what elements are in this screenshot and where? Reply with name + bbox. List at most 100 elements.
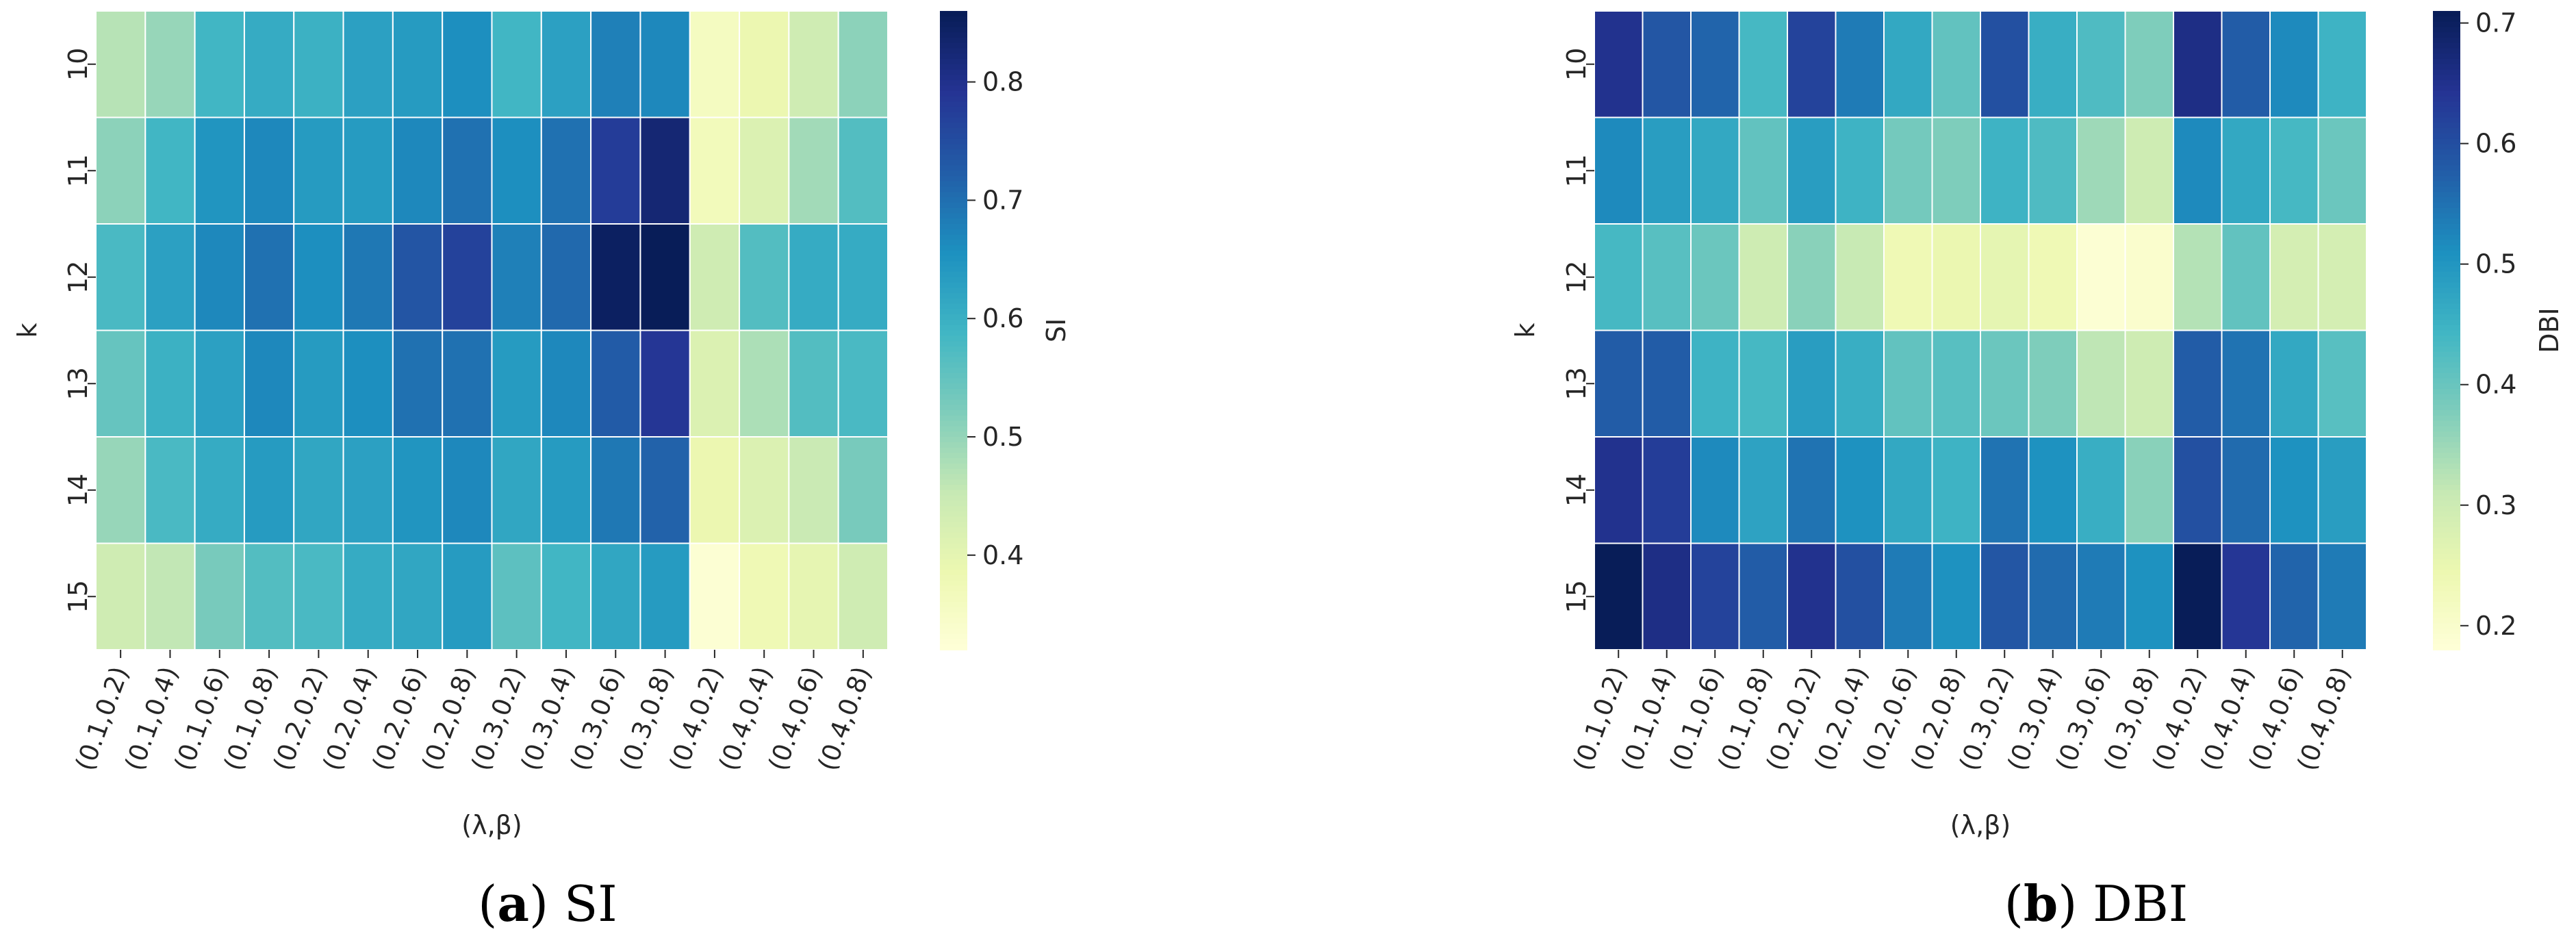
- colorbar-slice: [2433, 319, 2460, 326]
- colorbar-slice: [940, 271, 967, 278]
- colorbar-slice: [2433, 106, 2460, 113]
- colorbar-slice: [940, 442, 967, 448]
- heatmap-cell-r5-c8: [1980, 542, 2030, 650]
- heatmap-cell-r5-c1: [144, 542, 196, 650]
- heatmap-cell-r1-c10: [2076, 116, 2126, 225]
- y-tick-label: 14: [63, 474, 93, 507]
- heatmap-cell-r5-c5: [342, 542, 394, 650]
- heatmap-cell-r1-c10: [590, 116, 641, 225]
- heatmap-cell-r3-c5: [1835, 329, 1885, 438]
- heatmap-cell-r3-c2: [194, 329, 245, 438]
- heatmap-cell-r3-c4: [293, 329, 344, 438]
- colorbar-slice: [2433, 229, 2460, 236]
- colorbar-slice: [2433, 442, 2460, 448]
- colorbar-slice: [940, 394, 967, 401]
- colorbar-slice: [2433, 266, 2460, 273]
- colorbar-slice: [940, 234, 967, 241]
- heatmap-cell-r1-c13: [739, 116, 790, 225]
- colorbar-slice: [2433, 399, 2460, 406]
- colorbar-slice: [2433, 484, 2460, 491]
- heatmap-cell-r4-c3: [243, 436, 295, 544]
- heatmap-cell-r2-c11: [2124, 223, 2174, 331]
- colorbar-slice: [940, 314, 967, 320]
- colorbar-slice: [940, 133, 967, 140]
- heatmap-cell-r2-c5: [342, 223, 394, 331]
- colorbar-slice: [940, 564, 967, 571]
- heatmap-cell-r3-c10: [2076, 329, 2126, 438]
- colorbar-slice: [2433, 506, 2460, 512]
- colorbar-slice: [2433, 48, 2460, 54]
- colorbar-slice: [940, 516, 967, 523]
- colorbar-slice: [2433, 607, 2460, 613]
- heatmap-cell-r4-c13: [739, 436, 790, 544]
- heatmap-cell-r3-c3: [243, 329, 295, 438]
- y-tick-label: 15: [63, 580, 93, 613]
- heatmap-cell-r2-c11: [639, 223, 691, 331]
- y-axis-label: k: [12, 322, 42, 338]
- heatmap-cell-r4-c4: [293, 436, 344, 544]
- heatmap-cell-r0-c2: [1690, 10, 1740, 118]
- colorbar-slice: [2433, 628, 2460, 635]
- heatmap-cell-r4-c7: [442, 436, 493, 544]
- colorbar-slice: [940, 591, 967, 598]
- colorbar-slice: [940, 559, 967, 566]
- colorbar: 0.2 0.3 0.4 0.5 0.6 0.7 DBI: [2433, 8, 2564, 650]
- y-tick-label: 12: [63, 261, 93, 294]
- colorbar-slice: [2433, 277, 2460, 283]
- heatmap-cell-r5-c6: [392, 542, 444, 650]
- colorbar-slice: [2433, 21, 2460, 28]
- colorbar-slice: [2433, 548, 2460, 555]
- colorbar-slice: [940, 602, 967, 608]
- colorbar-slice: [2433, 394, 2460, 401]
- colorbar-slice: [940, 32, 967, 38]
- heatmap-cell-r3-c6: [1883, 329, 1933, 438]
- colorbar-slice: [940, 123, 967, 129]
- colorbar-slice: [940, 69, 967, 76]
- colorbar-slice: [940, 341, 967, 347]
- colorbar-slice: [2433, 351, 2460, 358]
- heatmap-cell-r3-c7: [442, 329, 493, 438]
- colorbar-slice: [940, 426, 967, 433]
- colorbar-slice: [940, 511, 967, 518]
- colorbar-slice: [2433, 128, 2460, 134]
- colorbar-slice: [940, 42, 967, 49]
- heatmap-cell-r1-c1: [144, 116, 196, 225]
- colorbar-slice: [2433, 463, 2460, 470]
- colorbar-slice: [2433, 288, 2460, 294]
- heatmap-cell-r1-c2: [1690, 116, 1740, 225]
- colorbar-slice: [940, 437, 967, 443]
- colorbar-tick-label: 0.7: [982, 185, 1023, 215]
- colorbar-slice: [940, 532, 967, 539]
- colorbar-slice: [940, 138, 967, 145]
- colorbar-slice: [940, 154, 967, 161]
- heatmap-cell-r2-c4: [293, 223, 344, 331]
- heatmap-cell-r1-c9: [540, 116, 592, 225]
- colorbar-slice: [940, 186, 967, 193]
- colorbar-slice: [940, 543, 967, 550]
- colorbar-slice: [940, 149, 967, 155]
- colorbar-slice: [940, 144, 967, 150]
- heatmap-cell-r2-c15: [2317, 223, 2367, 331]
- colorbar-slice: [2433, 101, 2460, 107]
- colorbar-slice: [2433, 575, 2460, 581]
- heatmap-cell-r3-c13: [2221, 329, 2271, 438]
- colorbar-slice: [940, 303, 967, 310]
- heatmap-cell-r5-c11: [639, 542, 691, 650]
- colorbar-slice: [2433, 42, 2460, 49]
- panel-caption: (b) DBI: [2004, 874, 2189, 933]
- colorbar-slice: [940, 37, 967, 44]
- colorbar-tick-label: 0.5: [982, 422, 1023, 452]
- heatmap-cell-r5-c13: [2221, 542, 2271, 650]
- heatmap-cell-r5-c6: [1883, 542, 1933, 650]
- colorbar-slice: [940, 607, 967, 613]
- colorbar-slice: [2433, 618, 2460, 624]
- heatmap-cell-r0-c15: [837, 10, 889, 118]
- heatmap-cell-r1-c15: [2317, 116, 2367, 225]
- heatmap-cell-r2-c1: [1642, 223, 1692, 331]
- heatmap-cell-r3-c8: [491, 329, 542, 438]
- y-axis-label: k: [1510, 322, 1540, 338]
- colorbar-slice: [2433, 527, 2460, 533]
- heatmap-cell-r0-c14: [2269, 10, 2319, 118]
- colorbar-slice: [2433, 181, 2460, 188]
- heatmap-cell-r4-c4: [1787, 436, 1837, 544]
